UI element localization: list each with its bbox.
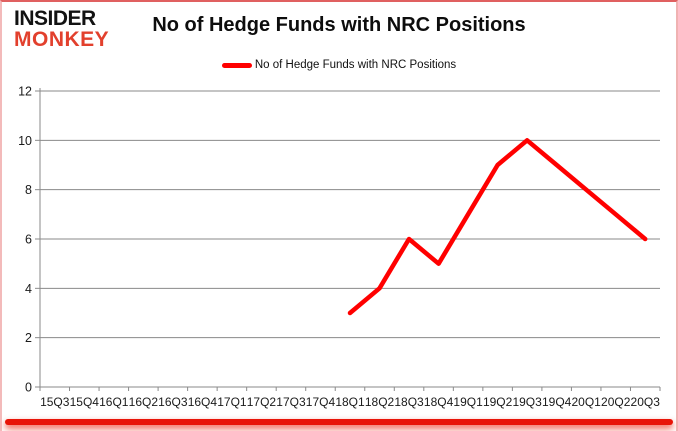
svg-text:8: 8 [25, 183, 32, 197]
svg-text:16Q2: 16Q2 [129, 395, 159, 409]
svg-text:20Q1: 20Q1 [572, 395, 602, 409]
svg-text:2: 2 [25, 331, 32, 345]
svg-text:10: 10 [18, 134, 32, 148]
card-bottom-accent-bar [5, 419, 673, 425]
svg-text:20Q3: 20Q3 [631, 395, 661, 409]
svg-text:19Q3: 19Q3 [512, 395, 542, 409]
svg-text:15Q3: 15Q3 [40, 395, 70, 409]
svg-text:17Q1: 17Q1 [217, 395, 247, 409]
svg-text:19Q4: 19Q4 [542, 395, 572, 409]
svg-text:18Q2: 18Q2 [365, 395, 395, 409]
svg-text:18Q3: 18Q3 [394, 395, 424, 409]
svg-text:18Q1: 18Q1 [335, 395, 365, 409]
logo-monkey-text: MONKEY [14, 27, 110, 51]
svg-text:19Q2: 19Q2 [483, 395, 513, 409]
legend: No of Hedge Funds with NRC Positions [2, 59, 676, 71]
svg-text:18Q4: 18Q4 [424, 395, 454, 409]
svg-text:17Q3: 17Q3 [276, 395, 306, 409]
svg-text:4: 4 [25, 282, 32, 296]
svg-text:16Q3: 16Q3 [158, 395, 188, 409]
legend-label: No of Hedge Funds with NRC Positions [254, 59, 457, 71]
svg-text:6: 6 [25, 233, 32, 247]
insider-monkey-logo: INSIDER MONKEY [14, 7, 110, 51]
svg-text:17Q4: 17Q4 [306, 395, 336, 409]
svg-text:15Q4: 15Q4 [70, 395, 100, 409]
svg-text:0: 0 [25, 381, 32, 395]
svg-text:19Q1: 19Q1 [453, 395, 483, 409]
svg-text:16Q1: 16Q1 [99, 395, 129, 409]
legend-line-swatch-icon [221, 62, 252, 68]
svg-text:17Q2: 17Q2 [247, 395, 277, 409]
logo-insider-text: INSIDER [14, 7, 96, 30]
chart-title: No of Hedge Funds with NRC Positions [152, 14, 526, 36]
svg-text:16Q4: 16Q4 [188, 395, 218, 409]
svg-text:12: 12 [18, 85, 32, 99]
svg-text:20Q2: 20Q2 [601, 395, 631, 409]
